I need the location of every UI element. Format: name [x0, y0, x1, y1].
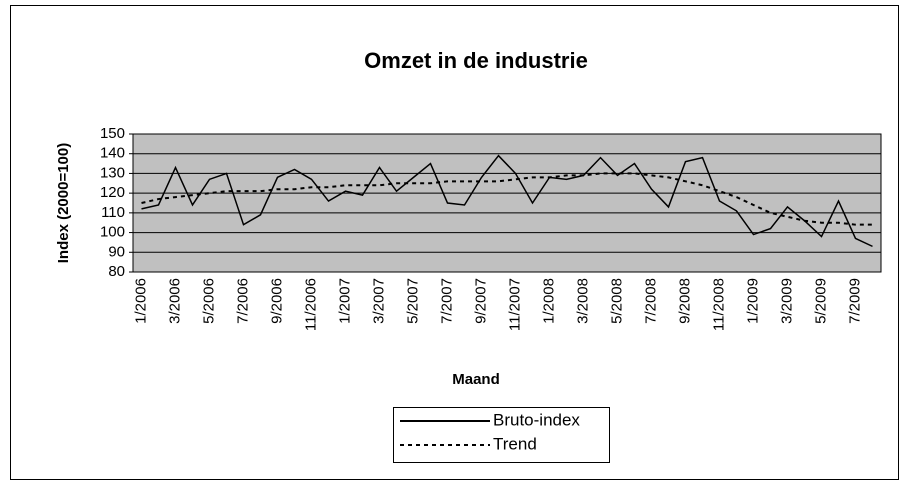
y-tick-label: 140 — [100, 145, 125, 162]
x-tick-label: 1/2009 — [744, 278, 761, 324]
x-tick-label: 7/2008 — [642, 278, 659, 324]
x-tick-label: 1/2006 — [132, 278, 149, 324]
x-tick-label: 9/2006 — [268, 278, 285, 324]
chart-title: Omzet in de industrie — [364, 48, 588, 73]
legend-label: Bruto-index — [493, 410, 580, 429]
legend — [393, 407, 610, 463]
y-tick-label: 80 — [108, 263, 125, 280]
x-tick-label: 11/2007 — [506, 278, 523, 331]
x-tick-label: 5/2008 — [608, 278, 625, 324]
line-series — [141, 154, 873, 248]
x-tick-label: 9/2008 — [676, 278, 693, 324]
x-tick-label: 5/2007 — [404, 278, 421, 324]
x-tick-label: 3/2009 — [778, 278, 795, 324]
x-tick-label: 3/2008 — [574, 278, 591, 324]
x-tick-label: 5/2006 — [200, 278, 217, 324]
x-axis-label: Maand — [452, 371, 500, 388]
y-tick-label: 150 — [100, 125, 125, 142]
y-axis-label: Index (2000=100) — [55, 143, 72, 264]
x-tick-label: 3/2006 — [166, 278, 183, 324]
x-tick-label: 3/2007 — [370, 278, 387, 324]
x-tick-label: 7/2009 — [846, 278, 863, 324]
y-tick-label: 100 — [100, 224, 125, 241]
x-tick-label: 11/2006 — [302, 278, 319, 331]
x-tick-label: 1/2008 — [540, 278, 557, 324]
y-tick-label: 130 — [100, 164, 125, 181]
line-series — [141, 172, 873, 226]
x-tick-label: 7/2006 — [234, 278, 251, 324]
x-tick-label: 7/2007 — [438, 278, 455, 324]
y-tick-label: 110 — [101, 204, 125, 221]
x-tick-label: 11/2008 — [710, 278, 727, 331]
plot-area — [132, 133, 882, 273]
x-tick-label: 9/2007 — [472, 278, 489, 324]
y-tick-label: 120 — [100, 184, 125, 201]
y-tick-label: 90 — [108, 243, 125, 260]
legend-label: Trend — [493, 434, 537, 453]
x-tick-label: 1/2007 — [336, 278, 353, 324]
x-tick-label: 5/2009 — [812, 278, 829, 324]
